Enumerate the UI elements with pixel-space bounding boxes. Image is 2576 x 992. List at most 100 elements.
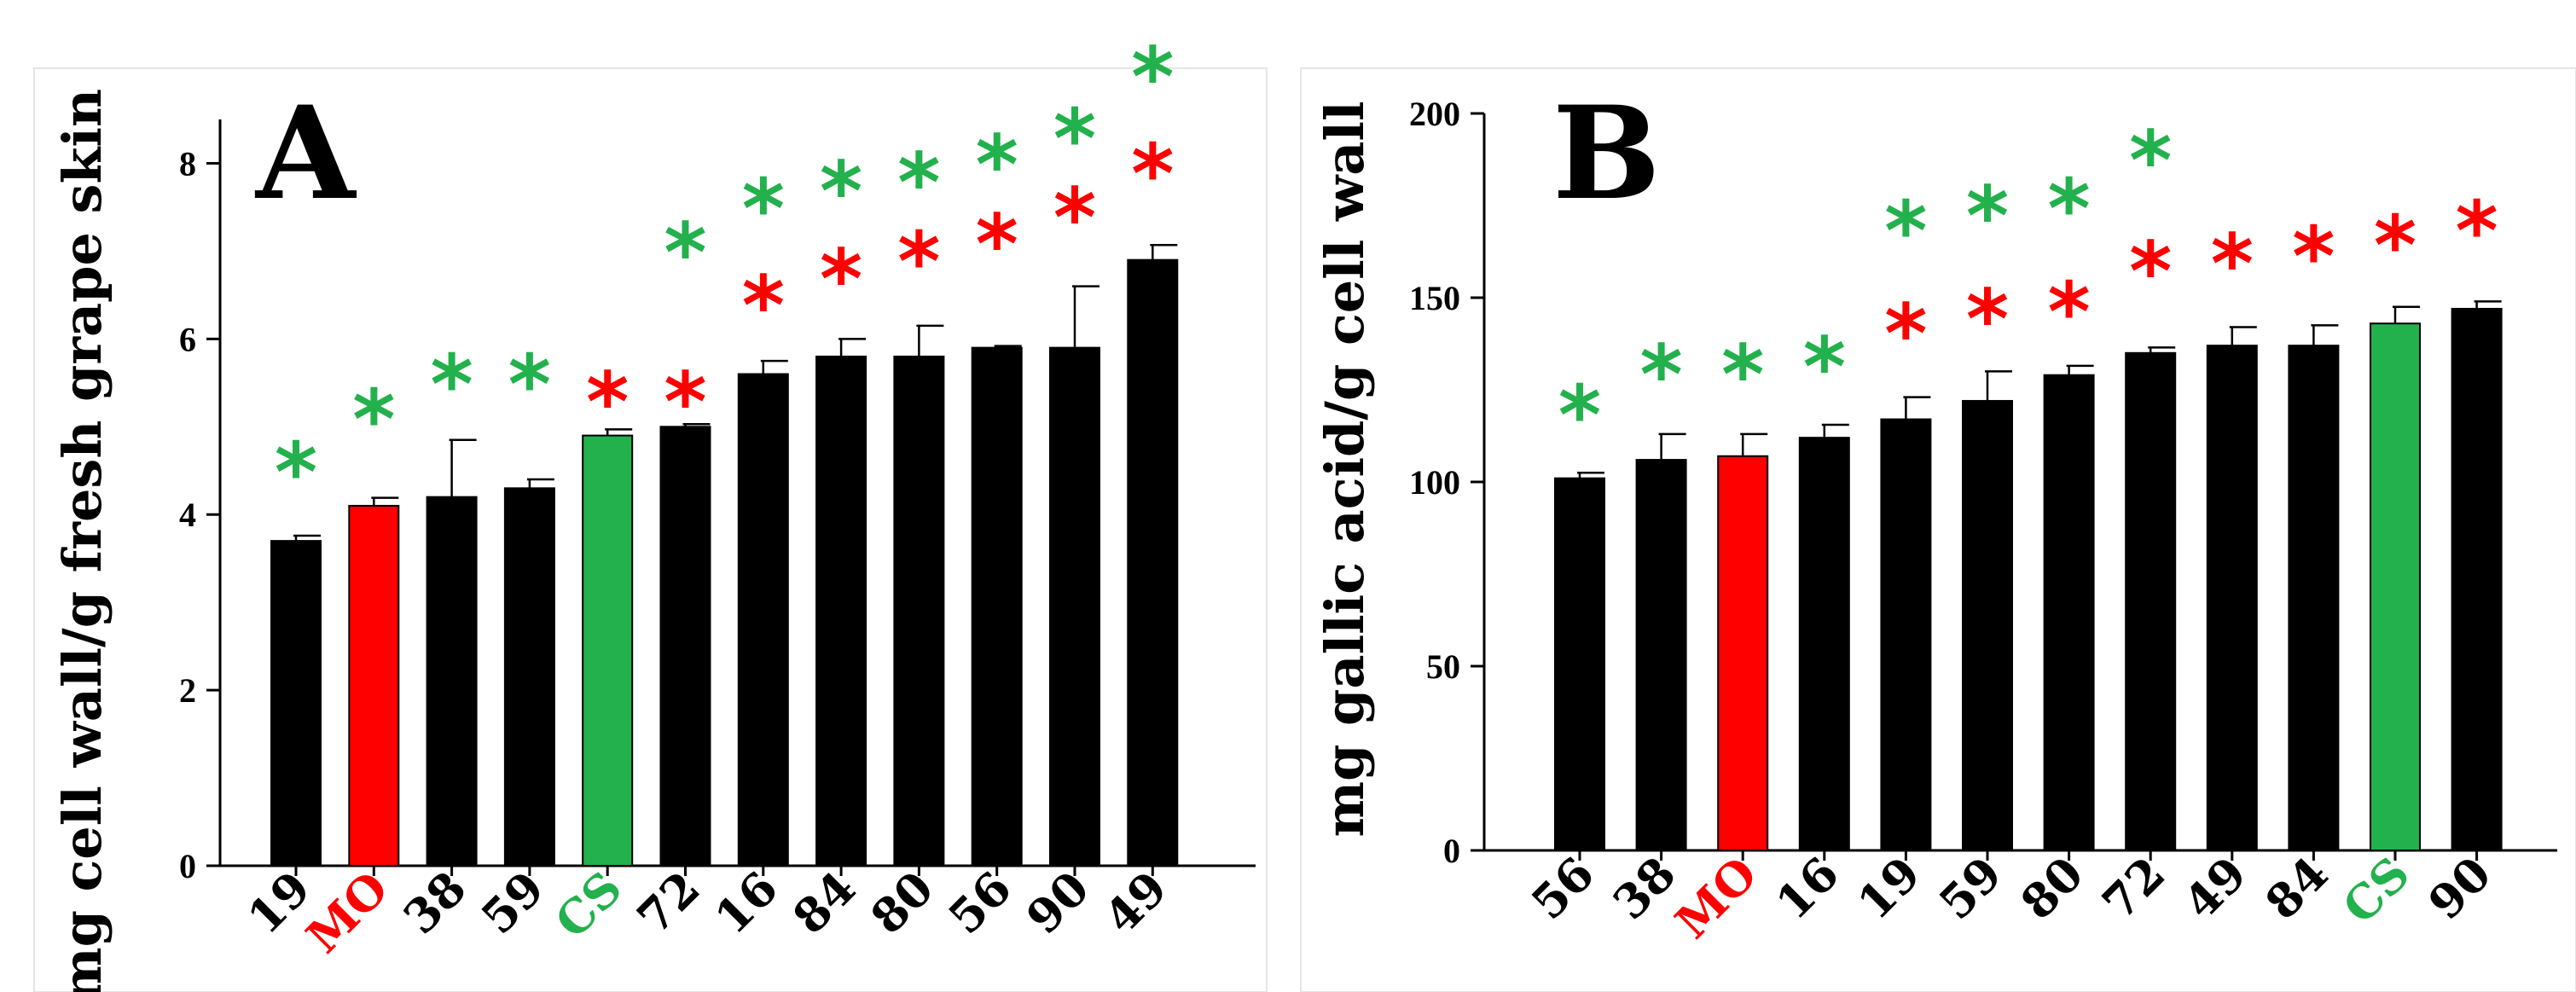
panel-a-significance-star-red: * bbox=[976, 197, 1018, 293]
panel-a-x-tick-label: 59 bbox=[471, 861, 554, 944]
panel-a-bar-19 bbox=[270, 540, 322, 867]
panel-a-significance-star-green: * bbox=[352, 373, 395, 468]
panel-b-y-tick-label: 200 bbox=[1409, 95, 1460, 133]
panel-b-bar-chart: mg gallic acid/g cell wall B 0 50 100 150 20… bbox=[1314, 78, 2557, 949]
panel-b-x-tick-label: 56 bbox=[1521, 846, 1604, 930]
panel-b-significance-star-green: * bbox=[1558, 368, 1601, 463]
panel-a-bar-38 bbox=[426, 496, 478, 867]
panel-a-significance-star-red: * bbox=[897, 214, 940, 310]
panel-a-x-tick-label: 56 bbox=[937, 861, 1021, 944]
panel-b-frame bbox=[1300, 67, 2576, 992]
panel-b-significance-star-green: * bbox=[2047, 161, 2090, 257]
panel-b-significance-star-green: * bbox=[1803, 320, 1846, 415]
panel-b-bar-84 bbox=[2288, 345, 2340, 852]
panel-a-y-tick-label: 0 bbox=[179, 847, 196, 885]
panel-b-significance-star-red: * bbox=[1966, 272, 2009, 368]
panel-b-y-tick-label: 0 bbox=[1443, 832, 1460, 870]
panel-a-x-tick-label: 38 bbox=[392, 861, 476, 944]
panel-b-x-tick-label: CS bbox=[2332, 846, 2420, 934]
panel-b-significance-star-red: * bbox=[2455, 183, 2498, 279]
panel-a-y-tick-label: 6 bbox=[179, 320, 196, 358]
panel-b-significance-star-green: * bbox=[1966, 169, 2009, 264]
panel-b-y-tick-label: 50 bbox=[1426, 647, 1460, 686]
panel-b-significance-star-red: * bbox=[2292, 210, 2335, 305]
panel-a-x-tick-label: 84 bbox=[782, 861, 866, 944]
panel-a-y-tick-label: 2 bbox=[179, 671, 196, 710]
panel-a-significance-star-green: * bbox=[664, 206, 706, 301]
panel-b-significance-star-red: * bbox=[2047, 264, 2090, 360]
panel-b-significance-star-red: * bbox=[2211, 217, 2254, 312]
panel-b-y-tick-label: 150 bbox=[1409, 279, 1460, 317]
panel-b-significance-star-green: * bbox=[2129, 113, 2172, 209]
panel-b-x-tick-label: MO bbox=[1665, 846, 1768, 949]
panel-b-significance-star-green: * bbox=[1884, 183, 1927, 279]
panel-b-x-tick-label: 84 bbox=[2254, 846, 2338, 930]
panel-a-bar-72 bbox=[659, 426, 711, 867]
panel-a-significance-star-red: * bbox=[664, 355, 706, 450]
panel-b-significance-star-green: * bbox=[1721, 328, 1764, 423]
panel-b-bar-80 bbox=[2043, 374, 2095, 852]
panel-b-bar-mo bbox=[1717, 455, 1769, 851]
panel-a-significance-star-red: * bbox=[1053, 171, 1096, 266]
panel-a-letter: A bbox=[254, 78, 357, 229]
panel-b-bar-90 bbox=[2451, 307, 2503, 851]
panel-b-bar-72 bbox=[2125, 351, 2177, 851]
panel-b-bar-cs bbox=[2370, 322, 2421, 851]
panel-a-x-tick-label: 16 bbox=[705, 861, 788, 944]
panel-a-frame bbox=[33, 67, 1268, 992]
panel-a-significance-star-green: * bbox=[1131, 30, 1174, 125]
panel-b-x-tick-label: 16 bbox=[1766, 846, 1849, 930]
panel-b-x-tick-label: 80 bbox=[2010, 846, 2093, 930]
panel-b-significance-star-red: * bbox=[1884, 287, 1927, 382]
panel-a-x-tick-label: 90 bbox=[1016, 861, 1099, 944]
panel-a-significance-star-green: * bbox=[508, 338, 551, 433]
panel-a-bar-80 bbox=[893, 355, 945, 867]
panel-a-bar-49 bbox=[1127, 258, 1179, 867]
panel-b-x-tick-label: 59 bbox=[1929, 846, 2012, 930]
panel-a-bar-mo bbox=[348, 504, 400, 867]
panel-a-bar-cs bbox=[582, 434, 634, 867]
panel-a-significance-star-red: * bbox=[586, 355, 629, 450]
panel-b-x-tick-label: 19 bbox=[1847, 846, 1930, 930]
panel-b-y-tick-label: 100 bbox=[1409, 463, 1460, 502]
panel-b-x-tick-label: 72 bbox=[2092, 846, 2175, 930]
panel-a-y-tick-label: 4 bbox=[179, 496, 196, 534]
panel-a-x-tick-label: 72 bbox=[626, 861, 710, 944]
panel-a-y-axis-label: mg cell wall/g fresh grape skin bbox=[51, 89, 113, 992]
panel-b-y-axis-label: mg gallic acid/g cell wall bbox=[1314, 101, 1376, 837]
panel-b-bar-38 bbox=[1635, 459, 1687, 852]
panel-a-x-tick-label: 49 bbox=[1094, 861, 1177, 944]
panel-b-letter: B bbox=[1552, 78, 1661, 229]
panel-a-significance-star-green: * bbox=[275, 425, 317, 520]
panel-b-bar-59 bbox=[1962, 399, 2013, 851]
panel-a-significance-star-green: * bbox=[430, 338, 473, 433]
panel-a-significance-star-red: * bbox=[1131, 126, 1174, 222]
panel-a-bar-90 bbox=[1049, 346, 1100, 867]
panel-b-bar-56 bbox=[1554, 477, 1605, 851]
panel-a-significance-star-green: * bbox=[742, 162, 785, 258]
panel-b-bar-49 bbox=[2206, 345, 2258, 852]
panel-b-bar-19 bbox=[1880, 418, 1932, 851]
panel-a-y-tick-label: 8 bbox=[179, 144, 196, 183]
panel-a-bar-chart: mg cell wall/g fresh grape skin A 0 2 4 6 8 1… bbox=[51, 30, 1256, 992]
panel-b-x-tick-label: 49 bbox=[2173, 846, 2257, 930]
panel-b-significance-star-green: * bbox=[1639, 328, 1682, 423]
panel-a-bar-59 bbox=[503, 487, 555, 867]
panel-a-bar-16 bbox=[737, 373, 789, 867]
panel-a-bar-84 bbox=[815, 355, 867, 867]
panel-a-significance-star-green: * bbox=[820, 144, 862, 240]
panel-a-x-tick-label: 80 bbox=[860, 861, 943, 944]
panel-b-significance-star-red: * bbox=[2129, 224, 2172, 320]
panel-a-x-tick-label: CS bbox=[544, 861, 632, 948]
panel-b-x-tick-label: 90 bbox=[2417, 846, 2501, 930]
panel-a-significance-star-red: * bbox=[820, 232, 862, 328]
panel-a-significance-star-green: * bbox=[897, 136, 940, 231]
panel-b-bar-16 bbox=[1798, 437, 1850, 851]
panel-a-significance-star-green: * bbox=[1053, 91, 1096, 187]
panel-a-significance-star-red: * bbox=[742, 258, 785, 354]
panel-a-bar-56 bbox=[971, 346, 1023, 867]
panel-a-x-tick-label: MO bbox=[296, 861, 399, 964]
panel-b-significance-star-red: * bbox=[2374, 199, 2416, 294]
panel-a-significance-star-green: * bbox=[976, 118, 1018, 213]
